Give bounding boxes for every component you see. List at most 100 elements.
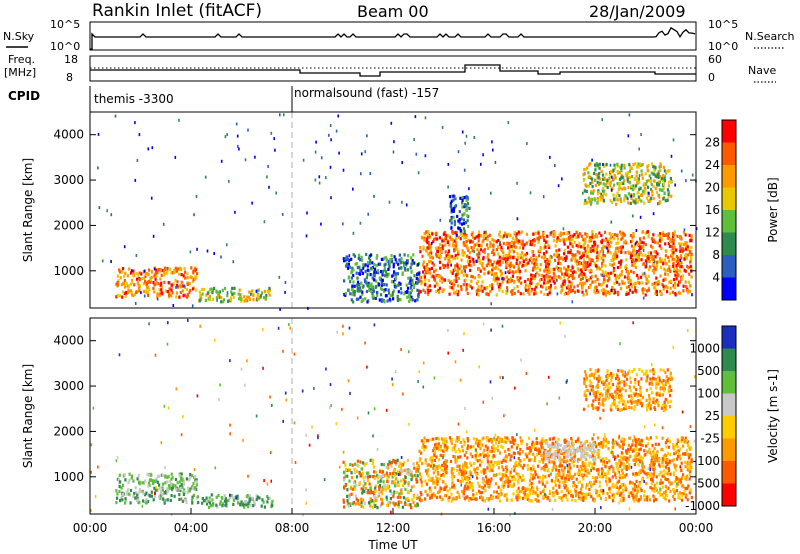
heatmap-cell	[127, 288, 130, 292]
heatmap-cell	[506, 257, 509, 262]
heatmap-cell	[579, 470, 582, 474]
heatmap-cell	[119, 294, 122, 298]
heatmap-cell	[687, 291, 690, 295]
heatmap-cell	[491, 268, 494, 272]
heatmap-cell	[658, 491, 661, 495]
heatmap-cell	[165, 492, 168, 496]
heatmap-cell	[361, 263, 365, 267]
heatmap-cell	[636, 487, 639, 491]
heatmap-cell	[382, 463, 385, 467]
heatmap-cell	[637, 258, 640, 262]
heatmap-cell	[345, 264, 348, 268]
heatmap-cell	[619, 260, 622, 264]
heatmap-cell	[486, 235, 489, 239]
heatmap-cell	[191, 501, 194, 505]
heatmap-cell	[463, 473, 466, 477]
heatmap-cell	[600, 472, 604, 476]
heatmap-cell	[348, 254, 351, 258]
heatmap-cell	[360, 497, 363, 501]
heatmap-cell	[460, 287, 463, 291]
heatmap-cell	[551, 255, 553, 259]
heatmap-cell	[502, 485, 505, 489]
heatmap-cell	[686, 289, 689, 293]
heatmap-cell	[378, 485, 381, 489]
heatmap-cell	[561, 480, 564, 484]
heatmap-cell	[665, 249, 668, 253]
heatmap-cell	[509, 261, 512, 265]
heatmap-cell	[661, 474, 664, 478]
heatmap-cell	[637, 162, 640, 166]
heatmap-cell	[638, 147, 640, 151]
heatmap-cell	[237, 501, 240, 505]
heatmap-cell	[407, 473, 410, 477]
heatmap-cell	[407, 499, 410, 503]
heatmap-cell	[654, 250, 657, 254]
heatmap-cell	[238, 288, 241, 292]
heatmap-cell	[464, 220, 468, 225]
heatmap-cell	[564, 238, 567, 242]
heatmap-cell	[649, 251, 653, 255]
heatmap-cell	[584, 261, 587, 265]
heatmap-cell	[564, 484, 567, 488]
heatmap-cell	[533, 456, 537, 460]
heatmap-cell	[625, 264, 628, 268]
heatmap-cell	[470, 245, 473, 250]
heatmap-cell	[605, 172, 608, 176]
heatmap-cell	[671, 247, 674, 251]
heatmap-cell	[461, 213, 464, 217]
heatmap-cell	[550, 453, 553, 457]
heatmap-cell	[611, 258, 614, 262]
heatmap-cell	[447, 251, 450, 256]
heatmap-cell	[564, 258, 567, 263]
heatmap-cell	[517, 479, 520, 483]
heatmap-cell	[664, 460, 668, 465]
heatmap-cell	[619, 197, 622, 201]
heatmap-cell	[596, 180, 599, 184]
heatmap-cell	[622, 498, 625, 502]
heatmap-cell	[542, 454, 545, 458]
heatmap-cell	[638, 459, 641, 463]
heatmap-cell	[438, 260, 442, 264]
heatmap-cell	[176, 280, 179, 284]
heatmap-cell	[182, 482, 186, 486]
heatmap-cell	[633, 497, 636, 501]
heatmap-cell	[633, 485, 636, 489]
heatmap-cell	[490, 270, 493, 275]
heatmap-cell	[516, 239, 519, 243]
heatmap-cell	[571, 300, 574, 304]
heatmap-cell	[640, 468, 643, 473]
heatmap-cell	[420, 235, 423, 239]
heatmap-cell	[584, 183, 587, 187]
heatmap-cell	[681, 274, 684, 278]
heatmap-cell	[588, 487, 591, 491]
heatmap-cell	[153, 273, 156, 277]
heatmap-cell	[536, 487, 539, 491]
heatmap-cell	[439, 248, 442, 252]
heatmap-cell	[579, 268, 583, 272]
heatmap-cell	[528, 451, 531, 456]
heatmap-cell	[380, 462, 383, 467]
colorbar-swatch	[722, 187, 736, 211]
heatmap-cell	[559, 291, 562, 295]
heatmap-cell	[260, 291, 263, 295]
heatmap-cell	[602, 491, 605, 495]
heatmap-cell	[589, 285, 592, 289]
heatmap-cell	[659, 292, 662, 296]
heatmap-cell	[644, 231, 647, 235]
heatmap-cell	[386, 484, 389, 488]
heatmap-cell	[540, 255, 544, 259]
heatmap-cell	[505, 492, 508, 496]
heatmap-cell	[635, 170, 638, 174]
heatmap-cell	[369, 504, 372, 508]
heatmap-cell	[501, 289, 504, 294]
heatmap-cell	[421, 254, 424, 258]
heatmap-cell	[367, 281, 370, 285]
heatmap-cell	[123, 473, 126, 477]
heatmap-cell	[515, 489, 518, 493]
heatmap-cell	[419, 472, 422, 476]
heatmap-cell	[579, 445, 582, 449]
heatmap-cell	[559, 239, 562, 243]
heatmap-cell	[362, 484, 365, 488]
heatmap-cell	[652, 212, 655, 216]
heatmap-cell	[466, 205, 469, 209]
